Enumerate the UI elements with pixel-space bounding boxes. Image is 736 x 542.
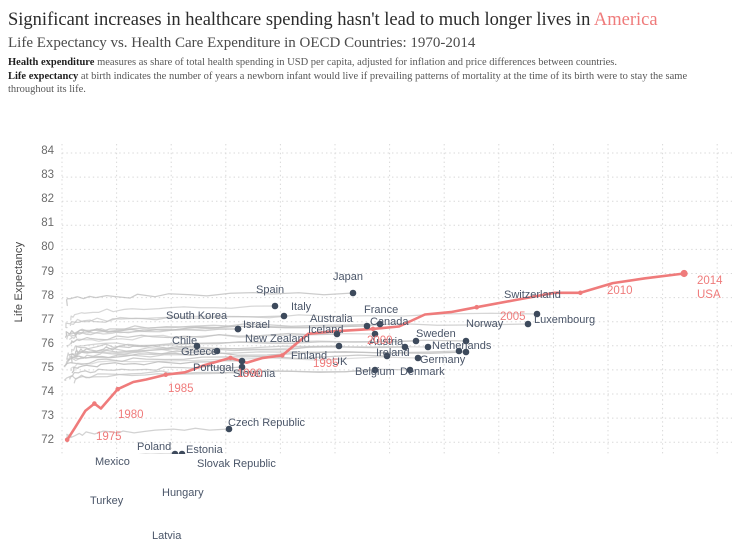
page-subtitle: Life Expectancy vs. Health Care Expendit…: [8, 33, 728, 53]
usa-marker-dot[interactable]: [65, 438, 70, 443]
country-label: Hungary: [162, 487, 204, 499]
country-label: Germany: [420, 354, 465, 366]
endpoint-dot[interactable]: [239, 358, 246, 365]
country-label: New Zealand: [245, 333, 310, 345]
country-label: Czech Republic: [228, 417, 305, 429]
usa-year-label-usa: USA: [697, 289, 721, 302]
page-title-highlight: America: [594, 10, 658, 30]
country-label: Canada: [370, 316, 409, 328]
country-label: Latvia: [152, 530, 181, 542]
usa-marker-dot[interactable]: [681, 270, 688, 277]
country-label: South Korea: [166, 310, 227, 322]
usa-marker-dot[interactable]: [280, 353, 285, 358]
usa-year-label-1975: 1975: [96, 431, 122, 444]
usa-year-label-1995: 1995: [313, 358, 339, 371]
endpoint-dot[interactable]: [281, 313, 288, 320]
page-title-text: Significant increases in healthcare spen…: [8, 10, 594, 30]
country-label: Italy: [291, 301, 311, 313]
country-label: Denmark: [400, 366, 445, 378]
usa-year-label-2010: 2010: [607, 285, 633, 298]
endpoint-dot[interactable]: [235, 326, 242, 333]
country-label: Ireland: [376, 347, 410, 359]
chart-page: Significant increases in healthcare spen…: [0, 0, 736, 454]
country-label: France: [364, 304, 398, 316]
country-label: Japan: [333, 271, 363, 283]
usa-year-label-1985: 1985: [168, 383, 194, 396]
usa-year-label-2014: 2014: [697, 275, 723, 288]
usa-marker-dot[interactable]: [578, 291, 583, 296]
note-life-expectancy-term: Life expectancy: [8, 71, 78, 82]
country-trajectory-lines: [64, 293, 537, 454]
usa-year-label-1980: 1980: [118, 409, 144, 422]
country-label: Israel: [243, 319, 270, 331]
endpoint-dot[interactable]: [425, 344, 432, 351]
country-label: Mexico: [95, 456, 130, 468]
country-label: Netherlands: [432, 340, 491, 352]
country-label: Poland: [137, 441, 171, 453]
country-label: Norway: [466, 318, 503, 330]
country-label: Iceland: [308, 324, 343, 336]
country-label: Belgium: [355, 366, 395, 378]
trajectory-line: [66, 428, 229, 441]
usa-year-label-2000: 2000: [367, 335, 393, 348]
note-health-expenditure-text: measures as share of total health spendi…: [94, 57, 617, 68]
usa-year-label-1990: 1990: [237, 368, 263, 381]
usa-marker-dot[interactable]: [163, 372, 168, 377]
endpoint-dot[interactable]: [336, 343, 343, 350]
country-label: Sweden: [416, 328, 456, 340]
endpoint-dot[interactable]: [525, 321, 532, 328]
country-label: Turkey: [90, 495, 123, 507]
country-label: Greece: [181, 346, 217, 358]
usa-year-label-2005: 2005: [500, 311, 526, 324]
endpoint-dot[interactable]: [272, 303, 279, 310]
country-label: Switzerland: [504, 289, 561, 301]
usa-marker-dot[interactable]: [474, 305, 479, 310]
usa-marker-dot[interactable]: [92, 401, 97, 406]
country-label: Estonia: [186, 444, 223, 456]
note-health-expenditure: Health expenditure measures as share of …: [8, 56, 728, 70]
grid-lines: [62, 144, 732, 454]
note-life-expectancy: Life expectancy at birth indicates the n…: [8, 70, 728, 97]
country-label: Luxembourg: [534, 314, 595, 326]
chart-header: Significant increases in healthcare spen…: [8, 8, 728, 97]
country-label: Portugal: [193, 362, 234, 374]
chart-notes: Health expenditure measures as share of …: [8, 56, 728, 97]
country-label: Spain: [256, 284, 284, 296]
note-health-expenditure-term: Health expenditure: [8, 57, 94, 68]
country-label: Slovak Republic: [197, 458, 276, 470]
note-life-expectancy-text: at birth indicates the number of years a…: [8, 71, 687, 96]
endpoint-dot[interactable]: [350, 290, 357, 297]
usa-marker-dot[interactable]: [115, 387, 120, 392]
page-title: Significant increases in healthcare spen…: [8, 8, 728, 32]
usa-marker-dot[interactable]: [228, 356, 233, 361]
